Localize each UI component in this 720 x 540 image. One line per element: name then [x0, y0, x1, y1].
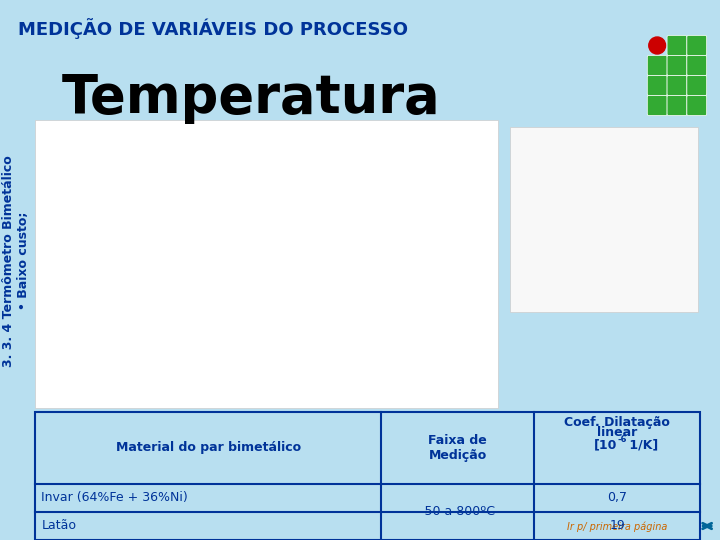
- Text: Material do par bimetálico: Material do par bimetálico: [116, 441, 301, 454]
- FancyBboxPatch shape: [647, 96, 667, 116]
- FancyBboxPatch shape: [667, 76, 687, 96]
- Text: 1/K]: 1/K]: [625, 438, 658, 451]
- Text: linear: linear: [597, 426, 637, 439]
- Text: [10: [10: [594, 438, 617, 451]
- Text: Invar (64%Fe + 36%Ni): Invar (64%Fe + 36%Ni): [42, 491, 188, 504]
- Text: Latão: Latão: [42, 519, 76, 532]
- Text: -50 a 800ºC: -50 a 800ºC: [420, 505, 495, 518]
- FancyBboxPatch shape: [667, 36, 687, 56]
- FancyBboxPatch shape: [647, 76, 667, 96]
- Text: Temperatura: Temperatura: [62, 72, 441, 124]
- Text: -6: -6: [617, 435, 626, 444]
- FancyBboxPatch shape: [35, 412, 701, 540]
- Text: 3. 3. 4 Termômetro Bimetálico
• Baixo custo;: 3. 3. 4 Termômetro Bimetálico • Baixo cu…: [1, 155, 30, 367]
- Text: 19: 19: [609, 519, 625, 532]
- FancyBboxPatch shape: [647, 56, 667, 76]
- FancyBboxPatch shape: [687, 96, 706, 116]
- Text: Ir p/ primeira página: Ir p/ primeira página: [567, 522, 667, 532]
- Text: 0,7: 0,7: [607, 491, 627, 504]
- Circle shape: [649, 37, 665, 54]
- FancyBboxPatch shape: [35, 120, 498, 408]
- Text: MEDIÇÃO DE VARIÁVEIS DO PROCESSO: MEDIÇÃO DE VARIÁVEIS DO PROCESSO: [18, 18, 408, 39]
- FancyBboxPatch shape: [687, 56, 706, 76]
- FancyBboxPatch shape: [667, 96, 687, 116]
- FancyBboxPatch shape: [687, 36, 706, 56]
- Text: Faixa de
Medição: Faixa de Medição: [428, 434, 487, 462]
- FancyBboxPatch shape: [510, 127, 698, 312]
- Text: Coef. Dilatação: Coef. Dilatação: [564, 416, 670, 429]
- FancyBboxPatch shape: [687, 76, 706, 96]
- FancyBboxPatch shape: [667, 56, 687, 76]
